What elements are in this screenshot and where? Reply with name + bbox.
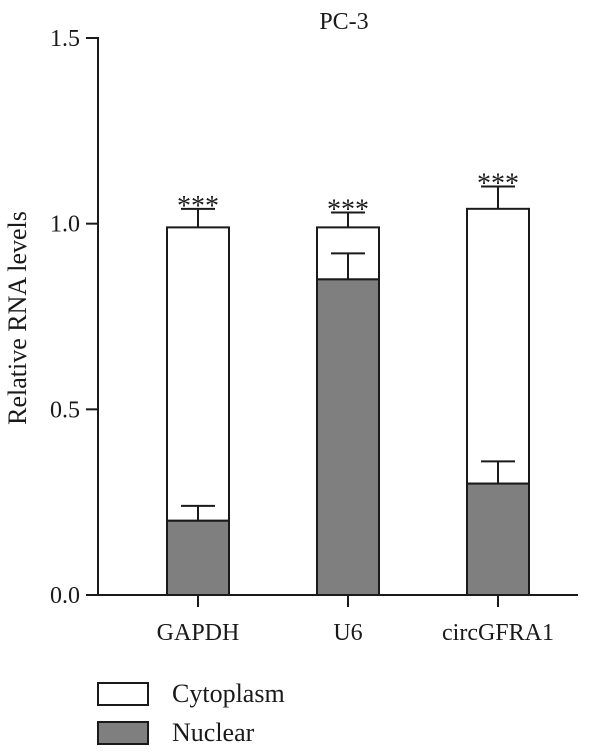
y-tick-label: 0.0 [50,583,80,609]
chart-title: PC-3 [319,9,368,35]
significance-label: *** [177,191,219,222]
y-axis-label: Relative RNA levels [3,211,32,425]
x-tick-label: GAPDH [157,620,240,646]
bar-cytoplasm [166,226,230,522]
legend: Cytoplasm Nuclear [97,679,285,747]
bar-nuclear [166,519,230,597]
y-tick-label: 0.5 [50,397,80,423]
significance-label: *** [327,195,369,226]
significance-label: *** [477,169,519,200]
legend-label: Nuclear [172,718,255,747]
y-tick-label: 1.5 [50,26,80,52]
bar-cytoplasm [466,207,530,485]
y-tick-label: 1.0 [50,212,80,238]
legend-swatch [97,721,149,745]
legend-item-cytoplasm: Cytoplasm [97,679,285,708]
bars: *** *** *** [166,169,530,597]
bar-nuclear [316,278,380,596]
x-tick-label: circGFRA1 [442,620,554,646]
x-tick-label: U6 [333,620,362,646]
axes: 0.0 0.5 1.0 1.5 GAPDH U6 circGFRA1 [50,26,578,646]
legend-label: Cytoplasm [172,679,285,708]
bar-nuclear [466,482,530,597]
legend-item-nuclear: Nuclear [97,718,255,747]
legend-swatch [97,682,149,706]
